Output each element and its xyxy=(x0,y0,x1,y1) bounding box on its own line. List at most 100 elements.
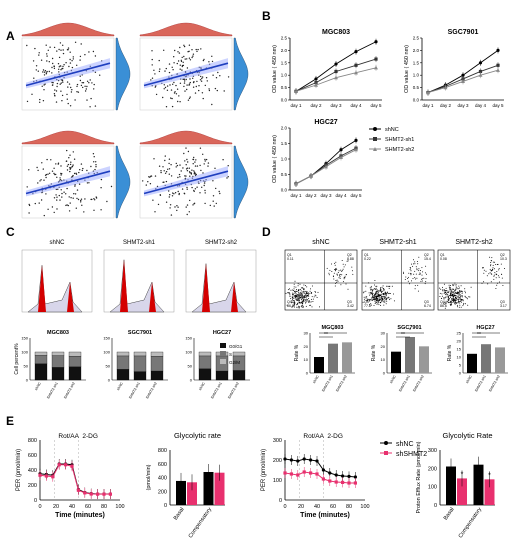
dot xyxy=(379,300,381,302)
dot xyxy=(305,300,307,302)
scatter-point xyxy=(81,169,84,172)
right-density-curve xyxy=(115,37,131,111)
dot xyxy=(491,273,493,275)
scatter-point xyxy=(66,165,69,167)
scatter-point xyxy=(198,89,200,92)
x-tick-label: day 5 xyxy=(492,103,504,108)
scatter-point xyxy=(66,93,68,96)
dot xyxy=(341,274,343,276)
scatter-point xyxy=(173,193,175,195)
dot xyxy=(465,292,466,294)
dot xyxy=(295,297,296,299)
scatter-point xyxy=(203,184,205,187)
dot xyxy=(452,296,454,297)
scatter-point xyxy=(68,157,70,159)
y-tick-label: 30 xyxy=(381,331,386,336)
dot xyxy=(495,264,497,265)
dot xyxy=(374,300,376,302)
data-point xyxy=(296,473,300,477)
dot xyxy=(498,269,500,271)
dot xyxy=(446,291,448,293)
scatter-point xyxy=(93,161,95,163)
scatter-point xyxy=(153,69,155,72)
dot xyxy=(311,306,313,308)
panel-c-cell-cycle: shNC SHMT2-sh1 SHMT2-sh2 MGC803 0 50 100 150 shN… xyxy=(14,240,257,400)
dot xyxy=(347,288,349,290)
dot xyxy=(289,293,291,295)
dot xyxy=(448,296,449,298)
y-tick-label: 0 xyxy=(459,371,462,376)
chart-title: MGC803 xyxy=(322,29,350,36)
dot xyxy=(376,290,378,292)
dot xyxy=(425,281,427,283)
dot xyxy=(289,292,290,294)
scatter-point xyxy=(80,163,83,165)
dot xyxy=(378,290,380,292)
y-axis-label: Rate % xyxy=(294,344,300,361)
scatter-point xyxy=(78,183,81,185)
scatter-point xyxy=(202,153,204,155)
y-tick-label: 100 xyxy=(185,350,192,355)
dot xyxy=(302,295,304,297)
scatter-point xyxy=(145,184,147,186)
scatter-point xyxy=(170,175,173,177)
scatter-point xyxy=(189,172,191,174)
scatter-point xyxy=(196,50,198,53)
scatter-point xyxy=(211,60,214,63)
dot xyxy=(370,304,372,306)
scatter-point xyxy=(79,169,81,171)
data-point xyxy=(96,492,100,496)
scatter-point xyxy=(186,58,188,60)
significance-mark: ** xyxy=(324,332,328,338)
glycolytic-rate-bars: Glycolytic rate 0 200 400 600 800 Basal Compens… xyxy=(146,431,225,539)
scatter-point xyxy=(222,159,224,161)
x-tick-label: shNC xyxy=(116,381,124,391)
dot xyxy=(298,299,300,301)
scatter-point xyxy=(171,105,174,108)
scatter-point xyxy=(205,77,208,79)
scatter-point xyxy=(43,89,45,91)
dot xyxy=(456,295,458,297)
scatter-point xyxy=(46,70,48,73)
dot xyxy=(312,298,314,300)
dot xyxy=(463,302,465,304)
scatter-point xyxy=(160,171,162,174)
scatter-point xyxy=(151,50,153,52)
scatter-point xyxy=(154,175,157,177)
dot xyxy=(404,279,406,280)
quadrant-label: Q2 xyxy=(347,253,352,257)
data-point xyxy=(354,147,358,152)
top-density-curve xyxy=(139,130,233,145)
dot xyxy=(308,301,309,303)
dot xyxy=(309,290,311,292)
dot xyxy=(460,299,462,301)
dot xyxy=(381,300,383,302)
scatter-point xyxy=(39,101,41,104)
data-point xyxy=(83,491,87,495)
scatter-point xyxy=(68,83,71,85)
dot xyxy=(498,281,500,283)
data-point xyxy=(461,79,465,83)
dot xyxy=(295,294,297,296)
dot xyxy=(292,290,294,291)
dot xyxy=(491,257,493,259)
dot xyxy=(377,301,379,303)
scatter-point xyxy=(214,167,216,169)
dot xyxy=(309,301,311,303)
dot xyxy=(372,296,374,298)
scatter-plot-3 xyxy=(21,130,131,219)
data-point xyxy=(334,75,338,80)
dot xyxy=(458,285,460,287)
scatter-point xyxy=(188,84,190,86)
scatter-point xyxy=(69,202,71,204)
scatter-point xyxy=(189,78,191,80)
dot xyxy=(305,305,307,307)
scatter-point xyxy=(205,158,208,161)
dot xyxy=(293,300,295,302)
data-point xyxy=(328,479,332,483)
dot xyxy=(308,293,310,295)
scatter-point xyxy=(184,58,186,60)
dot xyxy=(366,299,368,301)
y-tick-label: 0 xyxy=(306,371,309,376)
dot-plot-title: shNC xyxy=(312,239,330,246)
